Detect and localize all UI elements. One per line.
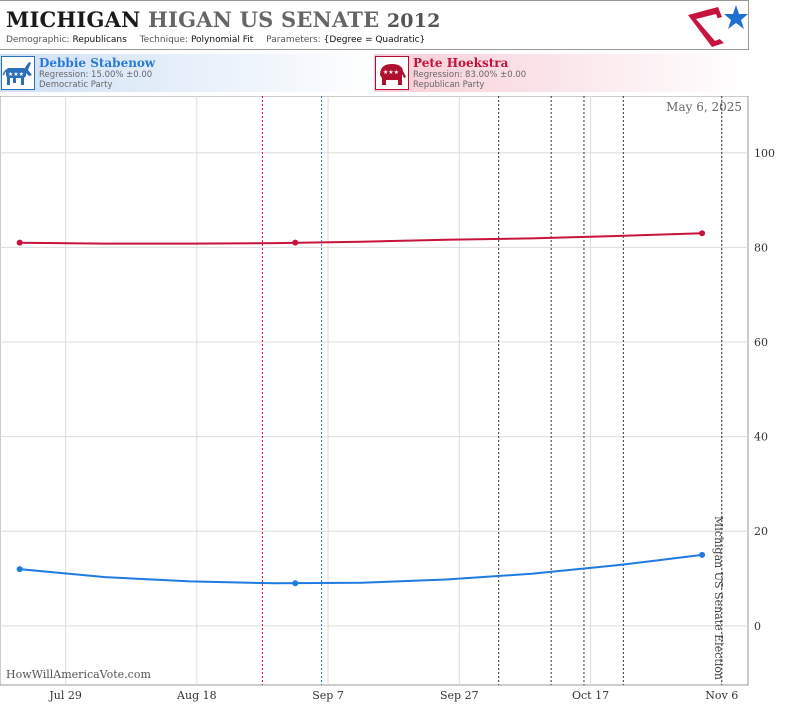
technique-value: Polynomial Fit (190, 35, 254, 45)
x-axis: Jul 29 Aug 18 Sep 7 Sep 27 Oct 17 Nov 6 (48, 689, 738, 702)
republican-elephant-icon: ★★★ (375, 56, 409, 90)
watermark: HowWillAmericaVote.com (6, 668, 151, 681)
candidate-party-rep: Republican Party (413, 80, 485, 90)
data-point (699, 230, 706, 237)
data-point (16, 239, 23, 246)
parameters-label: Parameters: (266, 35, 321, 45)
y-tick-label: 80 (754, 241, 768, 254)
site-logo-icon (688, 5, 748, 47)
y-tick-label: 100 (754, 147, 775, 160)
plot-frame (0, 96, 749, 686)
x-tick-label: Oct 17 (572, 689, 609, 702)
data-point (292, 239, 299, 246)
y-tick-label: 20 (754, 525, 768, 538)
series-line (18, 232, 704, 245)
demographic-value: Republicans (72, 35, 127, 45)
event-line-layer (261, 96, 723, 685)
candidate-name-rep: Pete Hoekstra (413, 56, 509, 70)
event-label: Michigan US Senate Election (712, 516, 725, 680)
x-tick-label: Sep 7 (312, 689, 344, 702)
data-point (16, 566, 23, 573)
candidate-card-republican: ★★★ Pete Hoekstra Regression: 83.00% ±0.… (374, 54, 748, 92)
x-tick-label: Aug 18 (176, 689, 217, 702)
date-label: May 6, 2025 (666, 100, 742, 114)
technique-label: Technique: (139, 35, 189, 45)
y-tick-label: 40 (754, 431, 768, 444)
candidate-regression-rep: Regression: 83.00% ±0.00 (413, 70, 527, 80)
grid-layer (0, 96, 748, 685)
page-title: MICHIGAN HIGAN US SENATE 2012 (6, 7, 441, 32)
x-tick-label: Nov 6 (705, 689, 738, 702)
data-point (292, 580, 299, 587)
y-tick-label: 0 (754, 620, 761, 633)
demographic-label: Demographic: (6, 35, 70, 45)
svg-text:★★★: ★★★ (383, 69, 399, 76)
chart-meta: Demographic: Republicans Technique: Poly… (6, 35, 435, 45)
chart-header: MICHIGAN HIGAN US SENATE 2012 Demographi… (0, 0, 749, 50)
x-tick-label: Sep 27 (440, 689, 479, 702)
candidate-card-democrat: ★★★ Debbie Stabenow Regression: 15.00% ±… (0, 54, 380, 92)
series-layer (16, 230, 706, 587)
poll-line-chart: 0 20 40 60 80 100 Jul 29 Aug 18 Sep 7 Sep 27 Oct … (0, 96, 775, 702)
data-point (699, 551, 706, 558)
x-tick-label: Jul 29 (48, 689, 82, 702)
y-axis: 0 20 40 60 80 100 (754, 147, 775, 633)
y-tick-label: 60 (754, 336, 768, 349)
title-year: 2012 (386, 10, 441, 32)
candidate-regression-dem: Regression: 15.00% ±0.00 (39, 70, 153, 80)
candidate-name-dem: Debbie Stabenow (39, 56, 156, 70)
democrat-donkey-icon: ★★★ (1, 56, 35, 90)
series-line (18, 553, 704, 585)
parameters-value: {Degree = Quadratic} (323, 35, 426, 45)
title-race: HIGAN US SENATE (148, 7, 380, 32)
title-state: MICHIGAN (6, 7, 141, 32)
candidate-party-dem: Democratic Party (39, 80, 113, 90)
svg-text:★★★: ★★★ (8, 71, 24, 78)
